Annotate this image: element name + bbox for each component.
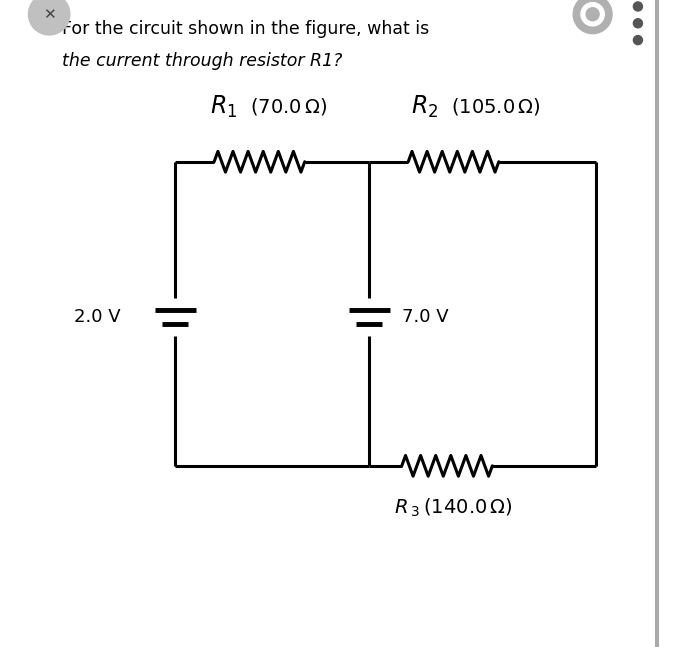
Text: ✕: ✕	[43, 6, 55, 22]
Circle shape	[573, 0, 612, 34]
Text: $R_1$: $R_1$	[210, 94, 237, 120]
Text: the current through resistor R1?: the current through resistor R1?	[62, 52, 342, 71]
Circle shape	[586, 8, 599, 21]
Text: 2.0 V: 2.0 V	[74, 308, 120, 326]
Text: $(105.0\,\Omega)$: $(105.0\,\Omega)$	[451, 96, 540, 117]
Text: $R\,_3\,(140.0\,\Omega)$: $R\,_3\,(140.0\,\Omega)$	[394, 497, 513, 519]
Circle shape	[634, 2, 643, 11]
Text: $(70.0\,\Omega)$: $(70.0\,\Omega)$	[250, 96, 327, 117]
Text: $R_2$: $R_2$	[411, 94, 438, 120]
Circle shape	[581, 3, 604, 26]
Text: For the circuit shown in the figure, what is: For the circuit shown in the figure, wha…	[62, 20, 429, 38]
Text: 7.0 V: 7.0 V	[402, 308, 449, 326]
Circle shape	[634, 19, 643, 28]
Circle shape	[29, 0, 70, 35]
Circle shape	[634, 36, 643, 45]
